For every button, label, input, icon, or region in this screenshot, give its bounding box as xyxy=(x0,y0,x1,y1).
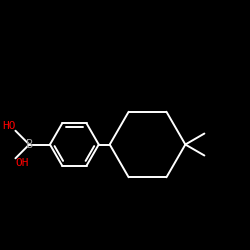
Text: B: B xyxy=(26,138,33,151)
Text: OH: OH xyxy=(16,158,29,168)
Text: HO: HO xyxy=(2,121,16,131)
